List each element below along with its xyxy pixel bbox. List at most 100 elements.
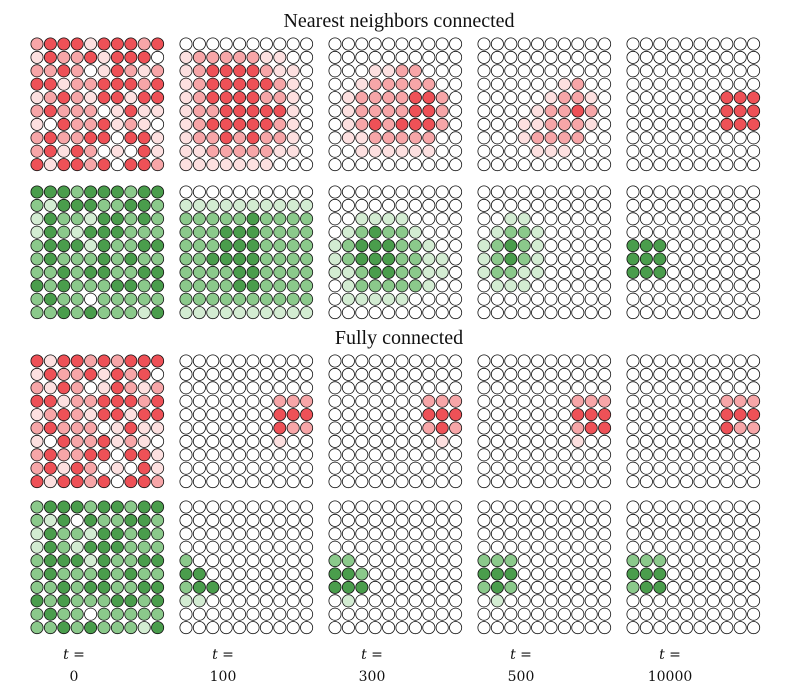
cell xyxy=(680,408,694,422)
cell xyxy=(84,198,98,212)
cell xyxy=(571,367,585,381)
cell xyxy=(639,594,653,608)
cell xyxy=(382,448,396,462)
cell xyxy=(286,500,300,514)
cell xyxy=(192,64,206,78)
cell xyxy=(110,354,124,368)
cell xyxy=(341,381,355,395)
cell xyxy=(192,212,206,226)
cell xyxy=(382,64,396,78)
cell xyxy=(747,306,761,320)
cell xyxy=(733,607,747,621)
cell xyxy=(43,131,57,145)
cell xyxy=(747,354,761,368)
cell xyxy=(300,91,314,105)
cell xyxy=(246,461,260,475)
cell xyxy=(84,104,98,118)
cell xyxy=(259,64,273,78)
cell xyxy=(110,567,124,581)
cell xyxy=(706,212,720,226)
cell xyxy=(43,434,57,448)
cell xyxy=(504,306,518,320)
cell xyxy=(544,185,558,199)
cell xyxy=(598,225,612,239)
cell xyxy=(435,37,449,51)
cell xyxy=(435,434,449,448)
cell xyxy=(259,475,273,489)
cell xyxy=(341,144,355,158)
cell xyxy=(355,500,369,514)
cell xyxy=(693,144,707,158)
cell xyxy=(206,198,220,212)
cell xyxy=(747,367,761,381)
cell xyxy=(504,198,518,212)
cell xyxy=(179,131,193,145)
cell xyxy=(706,448,720,462)
cell xyxy=(666,117,680,131)
cell xyxy=(179,77,193,91)
cell xyxy=(598,354,612,368)
cell xyxy=(43,580,57,594)
cell xyxy=(435,448,449,462)
cell xyxy=(571,91,585,105)
cell xyxy=(300,239,314,253)
cell xyxy=(368,367,382,381)
cell xyxy=(477,198,491,212)
cell xyxy=(557,500,571,514)
cell xyxy=(531,354,545,368)
cell xyxy=(653,185,667,199)
cell xyxy=(571,131,585,145)
cell xyxy=(192,567,206,581)
cell xyxy=(680,239,694,253)
cell xyxy=(395,252,409,266)
cell xyxy=(531,91,545,105)
cell xyxy=(517,381,531,395)
cell xyxy=(666,91,680,105)
cell xyxy=(449,434,463,448)
cell xyxy=(382,306,396,320)
cell xyxy=(653,367,667,381)
cell xyxy=(286,580,300,594)
cell xyxy=(680,292,694,306)
cell xyxy=(382,131,396,145)
cell xyxy=(246,279,260,293)
cell xyxy=(477,50,491,64)
panel-nearest-green-t0 xyxy=(30,185,165,320)
cell xyxy=(680,421,694,435)
cell xyxy=(382,475,396,489)
cell xyxy=(544,158,558,172)
cell xyxy=(151,225,165,239)
cell xyxy=(653,500,667,514)
cell xyxy=(286,607,300,621)
cell xyxy=(57,306,71,320)
panel-nearest-red-t500 xyxy=(477,37,612,172)
cell xyxy=(192,475,206,489)
cell xyxy=(84,434,98,448)
cell xyxy=(382,513,396,527)
cell xyxy=(653,540,667,554)
cell xyxy=(286,367,300,381)
cell xyxy=(653,158,667,172)
cell xyxy=(328,527,342,541)
cell xyxy=(626,621,640,635)
cell xyxy=(328,225,342,239)
cell xyxy=(137,594,151,608)
cell xyxy=(30,461,44,475)
cell xyxy=(219,77,233,91)
cell xyxy=(490,554,504,568)
cell xyxy=(57,225,71,239)
cell xyxy=(70,381,84,395)
cell xyxy=(137,621,151,635)
cell xyxy=(544,500,558,514)
cell xyxy=(504,594,518,608)
cell xyxy=(504,381,518,395)
cell xyxy=(233,104,247,118)
cell xyxy=(720,64,734,78)
cell xyxy=(557,131,571,145)
cell xyxy=(477,408,491,422)
cell xyxy=(30,185,44,199)
cell xyxy=(97,64,111,78)
cell xyxy=(219,252,233,266)
cell xyxy=(693,461,707,475)
cell xyxy=(151,461,165,475)
